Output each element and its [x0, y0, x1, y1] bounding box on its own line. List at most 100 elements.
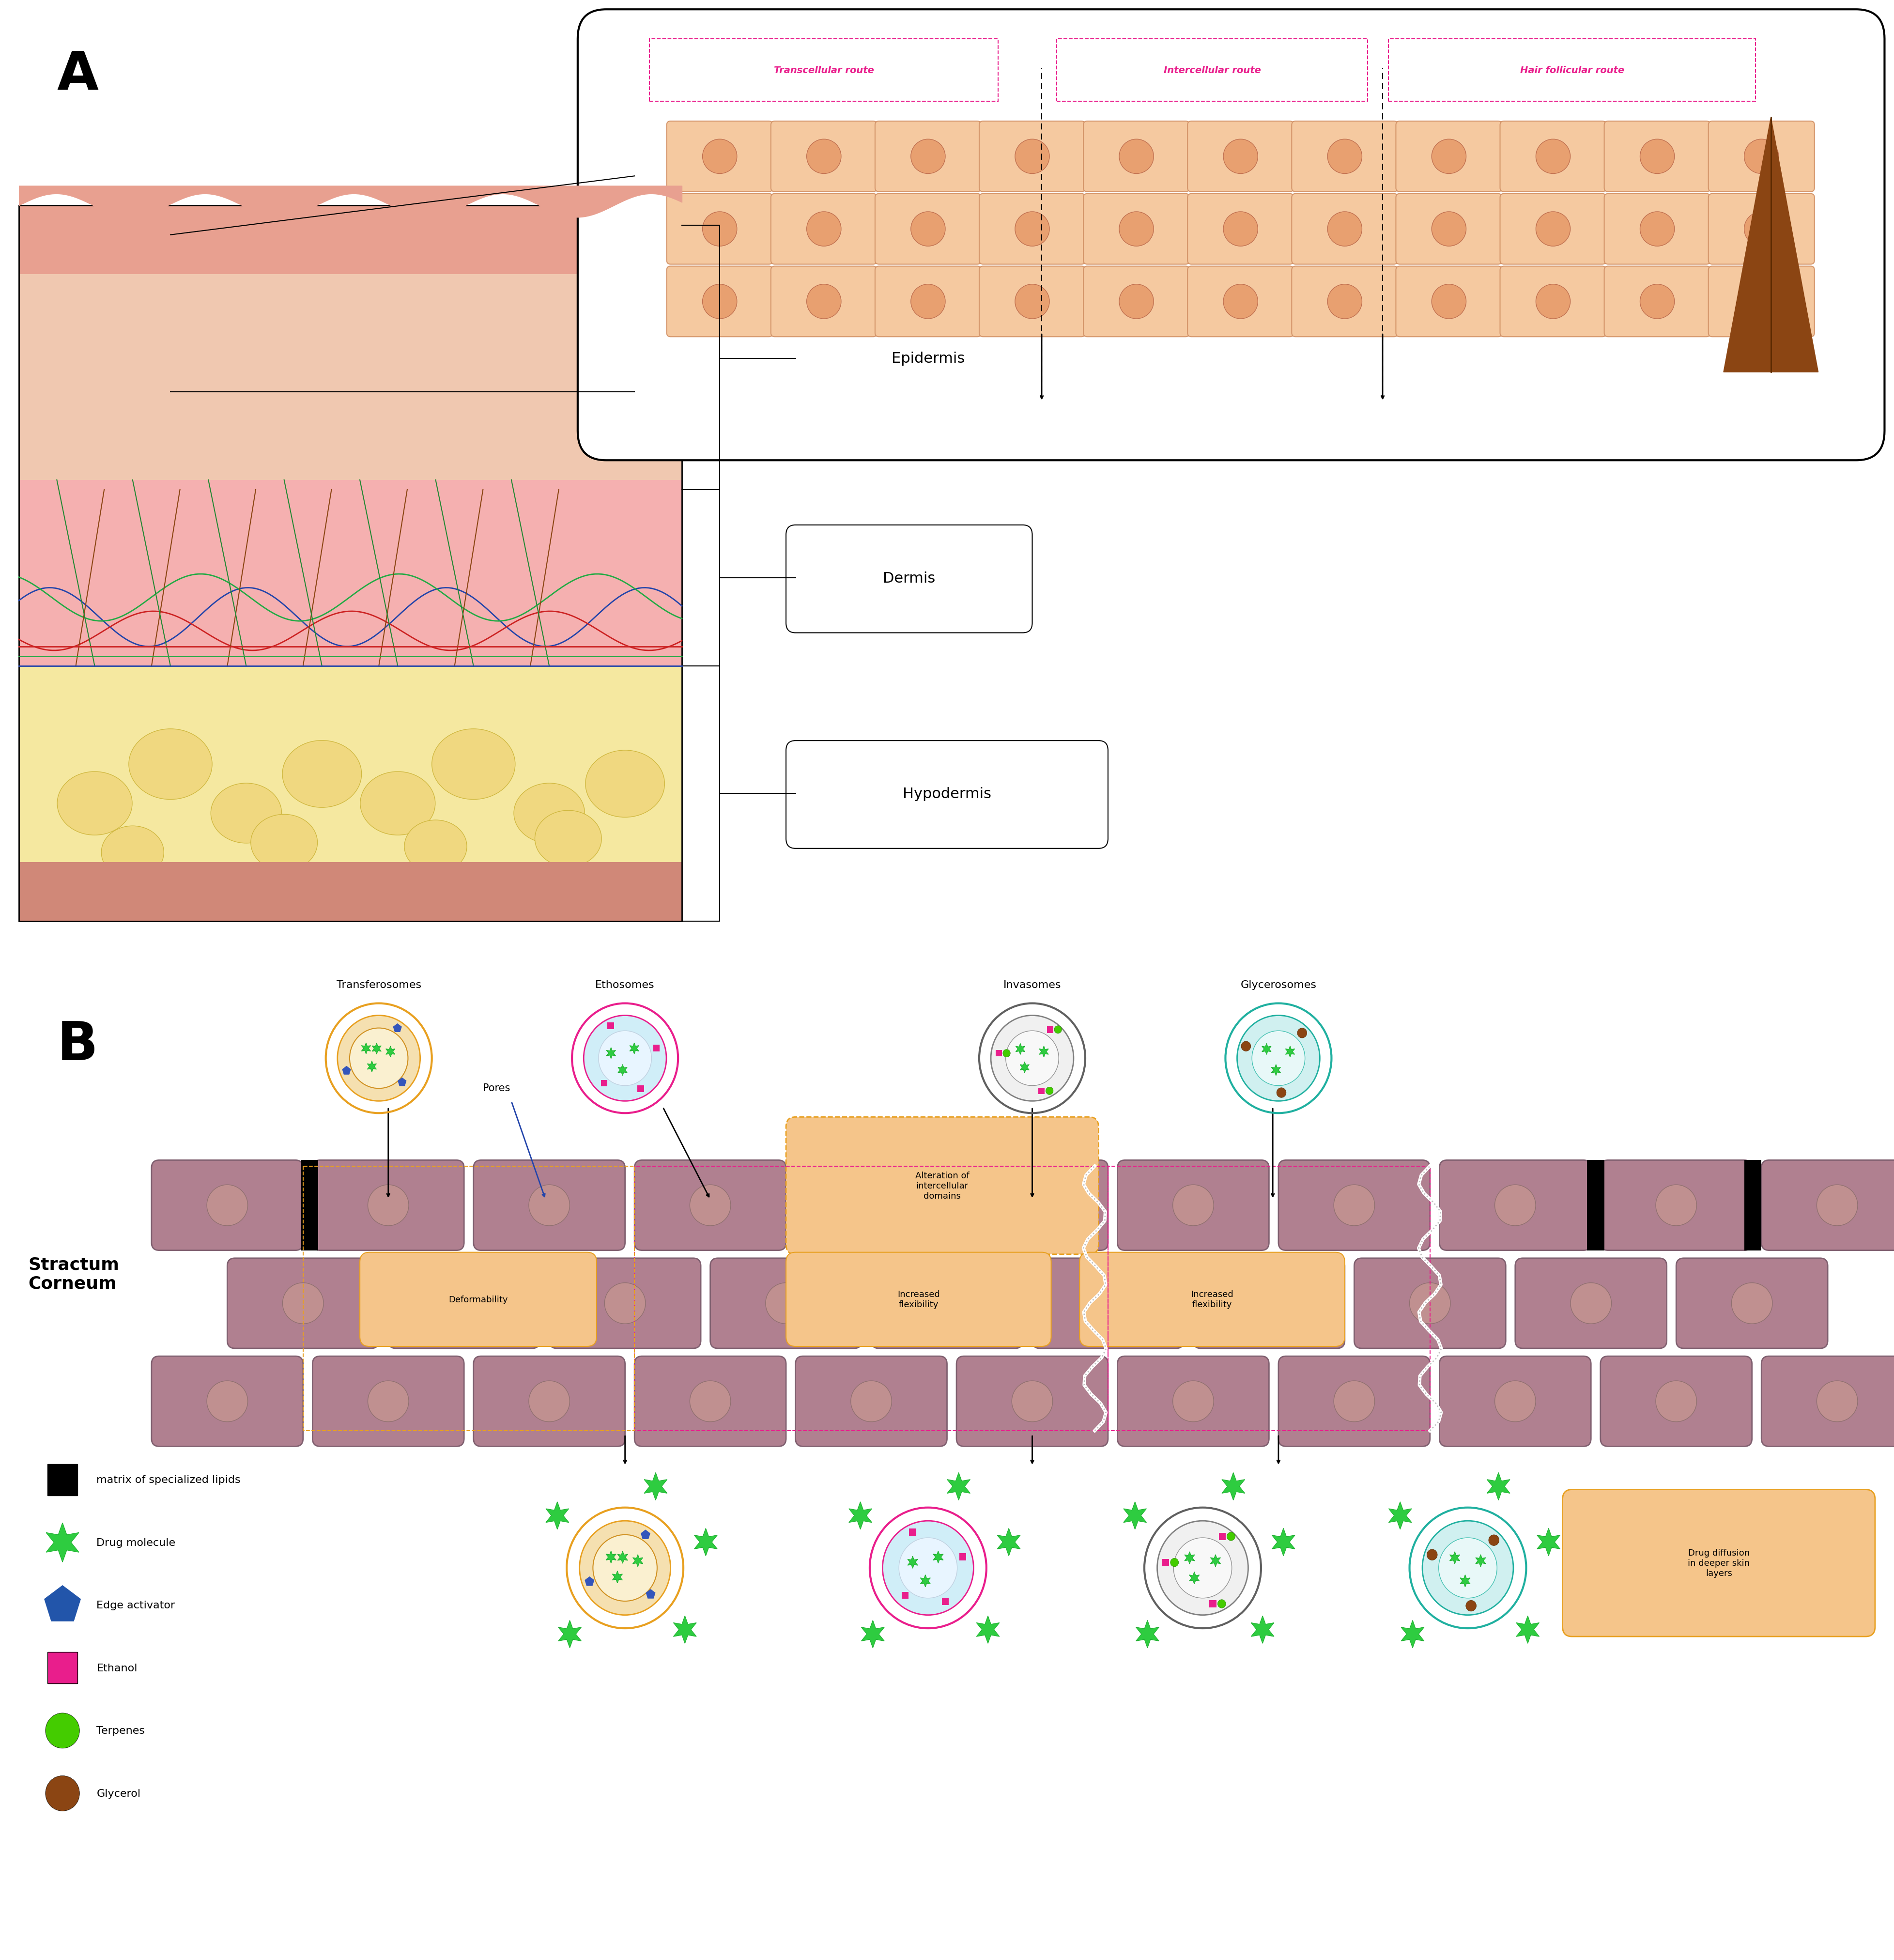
- Ellipse shape: [689, 1186, 731, 1225]
- Polygon shape: [44, 1586, 81, 1621]
- FancyBboxPatch shape: [1761, 1160, 1894, 1250]
- Circle shape: [1489, 1535, 1500, 1546]
- FancyBboxPatch shape: [1761, 1356, 1894, 1446]
- Polygon shape: [1724, 118, 1818, 372]
- Polygon shape: [934, 1550, 943, 1564]
- Polygon shape: [1475, 1554, 1485, 1566]
- Ellipse shape: [1816, 1382, 1858, 1421]
- Ellipse shape: [1172, 1382, 1214, 1421]
- Polygon shape: [559, 1621, 581, 1648]
- FancyBboxPatch shape: [474, 1356, 625, 1446]
- Polygon shape: [1040, 1047, 1049, 1056]
- Ellipse shape: [850, 1382, 892, 1421]
- Text: Stractum
Corneum: Stractum Corneum: [28, 1256, 119, 1292]
- Bar: [1163, 1558, 1169, 1566]
- Polygon shape: [386, 1047, 396, 1056]
- Text: Increased
flexibility: Increased flexibility: [898, 1290, 939, 1309]
- Circle shape: [580, 1521, 670, 1615]
- Ellipse shape: [807, 139, 841, 174]
- Ellipse shape: [1536, 139, 1570, 174]
- Ellipse shape: [703, 139, 737, 174]
- Text: Invasomes: Invasomes: [1004, 980, 1061, 990]
- FancyBboxPatch shape: [956, 1356, 1108, 1446]
- Bar: [1587, 1160, 1604, 1250]
- Ellipse shape: [807, 212, 841, 247]
- Ellipse shape: [1087, 1284, 1129, 1323]
- Circle shape: [1426, 1550, 1438, 1560]
- Ellipse shape: [1015, 139, 1049, 174]
- Ellipse shape: [1328, 212, 1362, 247]
- Polygon shape: [907, 1556, 919, 1568]
- Bar: [996, 1051, 1002, 1056]
- Ellipse shape: [1640, 284, 1674, 319]
- Polygon shape: [1271, 1064, 1280, 1076]
- Ellipse shape: [360, 772, 436, 835]
- Ellipse shape: [513, 784, 585, 843]
- Text: Terpenes: Terpenes: [97, 1727, 146, 1735]
- Polygon shape: [1449, 1552, 1460, 1564]
- Polygon shape: [1388, 1501, 1411, 1529]
- Polygon shape: [612, 1572, 623, 1584]
- Polygon shape: [849, 1501, 871, 1529]
- Ellipse shape: [1224, 284, 1258, 319]
- Ellipse shape: [1333, 1382, 1375, 1421]
- Circle shape: [593, 1535, 657, 1601]
- Circle shape: [1227, 1533, 1235, 1541]
- FancyBboxPatch shape: [388, 1258, 540, 1348]
- Bar: [1038, 1088, 1045, 1094]
- FancyBboxPatch shape: [667, 267, 773, 337]
- FancyBboxPatch shape: [1032, 1258, 1184, 1348]
- FancyBboxPatch shape: [979, 122, 1085, 192]
- Ellipse shape: [1432, 284, 1466, 319]
- Ellipse shape: [703, 212, 737, 247]
- FancyBboxPatch shape: [1708, 194, 1814, 265]
- FancyBboxPatch shape: [1604, 194, 1710, 265]
- Circle shape: [1277, 1088, 1286, 1098]
- Polygon shape: [1273, 1529, 1295, 1556]
- Ellipse shape: [367, 1186, 409, 1225]
- Bar: [600, 1080, 608, 1086]
- FancyBboxPatch shape: [1600, 1356, 1752, 1446]
- FancyBboxPatch shape: [152, 1160, 303, 1250]
- FancyBboxPatch shape: [1188, 122, 1294, 192]
- FancyBboxPatch shape: [795, 1160, 947, 1250]
- Polygon shape: [1189, 1572, 1199, 1584]
- Text: Transcellular route: Transcellular route: [775, 67, 873, 74]
- Text: Glycerosomes: Glycerosomes: [1241, 980, 1316, 990]
- Text: Glycerol: Glycerol: [97, 1789, 140, 1797]
- Ellipse shape: [100, 825, 163, 878]
- FancyBboxPatch shape: [1117, 1160, 1269, 1250]
- FancyBboxPatch shape: [1676, 1258, 1828, 1348]
- Ellipse shape: [367, 1382, 409, 1421]
- FancyBboxPatch shape: [786, 304, 1070, 412]
- Bar: [47, 1464, 78, 1495]
- Text: Hair follicular route: Hair follicular route: [1519, 67, 1625, 74]
- FancyBboxPatch shape: [1188, 194, 1294, 265]
- Ellipse shape: [206, 1382, 248, 1421]
- Ellipse shape: [1119, 139, 1153, 174]
- FancyBboxPatch shape: [1604, 267, 1710, 337]
- Ellipse shape: [282, 741, 362, 808]
- Circle shape: [1218, 1599, 1225, 1607]
- FancyBboxPatch shape: [871, 1258, 1023, 1348]
- Polygon shape: [674, 1615, 697, 1642]
- FancyBboxPatch shape: [1083, 267, 1189, 337]
- Polygon shape: [920, 1576, 930, 1588]
- Text: Ethanol: Ethanol: [97, 1664, 138, 1672]
- Text: Deformability: Deformability: [449, 1296, 508, 1303]
- Bar: [941, 1597, 949, 1605]
- Ellipse shape: [1655, 1186, 1697, 1225]
- Ellipse shape: [1015, 284, 1049, 319]
- Ellipse shape: [689, 1382, 731, 1421]
- Ellipse shape: [1119, 212, 1153, 247]
- Ellipse shape: [1744, 139, 1778, 174]
- Bar: [909, 1529, 917, 1537]
- FancyBboxPatch shape: [650, 39, 998, 102]
- FancyBboxPatch shape: [1500, 194, 1606, 265]
- FancyBboxPatch shape: [1396, 267, 1502, 337]
- Ellipse shape: [1224, 139, 1258, 174]
- FancyBboxPatch shape: [1563, 1490, 1875, 1637]
- Ellipse shape: [282, 1284, 324, 1323]
- FancyBboxPatch shape: [795, 1356, 947, 1446]
- Circle shape: [1297, 1029, 1307, 1039]
